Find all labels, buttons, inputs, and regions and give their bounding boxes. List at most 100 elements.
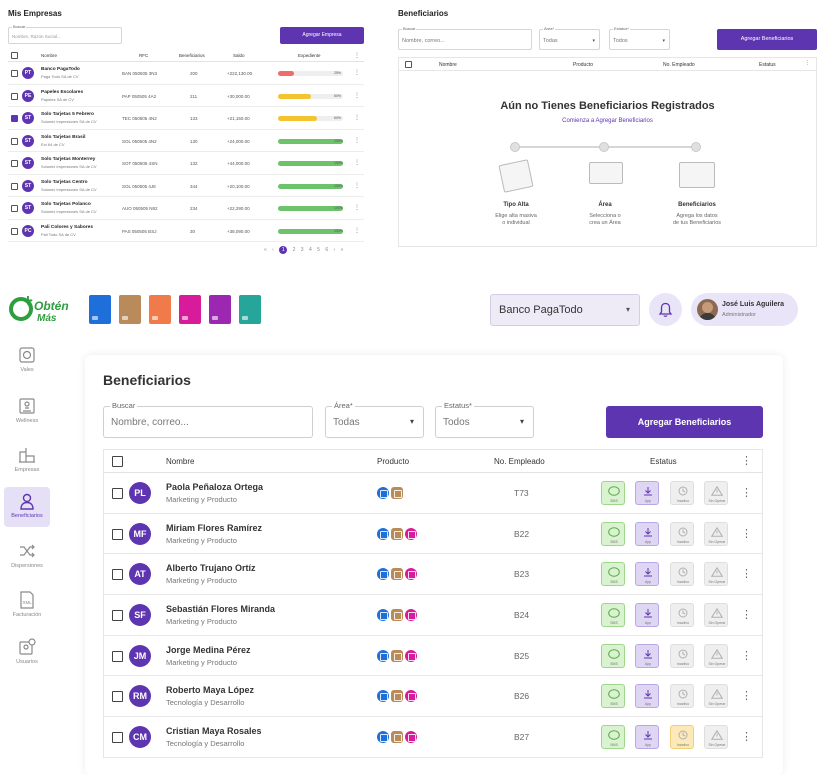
sms-status-icon[interactable]: SMS: [601, 562, 625, 587]
row-menu-icon[interactable]: ⋮: [741, 568, 752, 581]
sidebar-item-usuarios[interactable]: Usuarios: [4, 633, 50, 673]
more-icon[interactable]: ⋮: [805, 60, 810, 66]
row-menu-icon[interactable]: ⋮: [741, 527, 752, 540]
inactivo-status-icon[interactable]: Inactivo: [670, 562, 694, 587]
benef-mini-estatus-select[interactable]: Estatus* Todos ▾: [609, 26, 670, 50]
last-page-icon[interactable]: »: [340, 247, 344, 253]
inactivo-status-icon[interactable]: Inactivo: [670, 684, 694, 709]
app-status-icon[interactable]: App: [635, 725, 659, 750]
card-magenta-icon[interactable]: [405, 609, 417, 622]
bank-select[interactable]: Banco PagaTodo ▾: [490, 294, 640, 326]
inactivo-status-icon[interactable]: Inactivo: [670, 481, 694, 505]
select-all-checkbox[interactable]: [112, 456, 123, 467]
card-gold-icon[interactable]: [391, 649, 403, 662]
card-gold-icon[interactable]: [391, 527, 403, 540]
row-menu-icon[interactable]: ⋮: [741, 609, 752, 622]
card-purple-icon[interactable]: [209, 295, 231, 324]
sms-status-icon[interactable]: SMS: [601, 725, 625, 750]
benef-mini-search-input[interactable]: Buscar Nombre, correo...: [398, 26, 532, 50]
card-magenta-icon[interactable]: [405, 568, 417, 581]
benef-mini-select-all[interactable]: [405, 61, 412, 68]
card-gold-icon[interactable]: [391, 690, 403, 703]
app-status-icon[interactable]: App: [635, 684, 659, 709]
row-menu-icon[interactable]: ⋮: [354, 115, 360, 121]
sidebar-item-beneficiarios[interactable]: Beneficiarios: [4, 487, 50, 527]
row-checkbox[interactable]: [112, 569, 123, 581]
column-options-icon[interactable]: ⋮: [741, 455, 752, 467]
table-row[interactable]: RM Roberto Maya López Tecnología y Desarro…: [104, 676, 762, 718]
page-2[interactable]: 2: [292, 247, 296, 253]
row-menu-icon[interactable]: ⋮: [354, 182, 360, 189]
card-blue-icon[interactable]: [377, 487, 389, 499]
table-row[interactable]: PL Paola Peñaloza Ortega Marketing y Produ…: [104, 473, 762, 514]
row-menu-icon[interactable]: ⋮: [741, 731, 752, 744]
sidebar-item-wellness[interactable]: Wellness: [4, 392, 50, 432]
obten-mas-logo[interactable]: + Obtén Más: [9, 291, 69, 325]
row-checkbox[interactable]: [112, 488, 123, 499]
notifications-button[interactable]: [649, 293, 682, 326]
table-row[interactable]: JM Jorge Medina Pérez Marketing y Producto…: [104, 636, 762, 677]
estatus-select[interactable]: Estatus* Todos ▾: [435, 401, 534, 438]
page-6[interactable]: 6: [325, 247, 329, 253]
table-row[interactable]: ST Solo Tarjetas 5 Febrero Solumix Impresi…: [8, 107, 364, 130]
table-row[interactable]: AT Alberto Trujano Ortíz Marketing y Produ…: [104, 554, 762, 596]
sidebar-item-dispersiones[interactable]: Dispersiones: [4, 537, 50, 577]
card-magenta-icon[interactable]: [179, 295, 201, 324]
page-1[interactable]: 1: [279, 246, 288, 254]
next-page-icon[interactable]: ›: [333, 247, 336, 253]
row-checkbox[interactable]: [11, 92, 18, 100]
sidebar-item-facturacion[interactable]: XML Facturación: [4, 586, 50, 626]
sin-operar-status-icon[interactable]: Sin Operar: [704, 562, 728, 587]
inactivo-status-icon[interactable]: Inactivo: [670, 725, 694, 750]
sin-operar-status-icon[interactable]: Sin Operar: [704, 481, 728, 505]
more-icon[interactable]: ⋮: [354, 53, 360, 59]
card-gold-icon[interactable]: [391, 568, 403, 581]
sidebar-item-empresas[interactable]: Empresas: [4, 441, 50, 481]
sin-operar-status-icon[interactable]: Sin Operar: [704, 684, 728, 709]
card-teal-icon[interactable]: [239, 295, 261, 324]
table-row[interactable]: CM Cristian Maya Rosales Tecnología y Desa…: [104, 717, 762, 758]
card-gold-icon[interactable]: [391, 609, 403, 622]
row-checkbox[interactable]: [112, 691, 123, 703]
empty-state-link[interactable]: Comienza a Agregar Beneficiarios: [562, 118, 653, 124]
card-gold-icon[interactable]: [391, 731, 403, 744]
row-menu-icon[interactable]: ⋮: [741, 487, 752, 499]
sin-operar-status-icon[interactable]: Sin Operar: [704, 725, 728, 750]
card-blue-icon[interactable]: [377, 568, 389, 581]
card-blue-icon[interactable]: [377, 690, 389, 703]
card-blue-icon[interactable]: [89, 295, 111, 324]
prev-page-icon[interactable]: ‹: [272, 247, 274, 253]
row-menu-icon[interactable]: ⋮: [354, 137, 360, 144]
card-magenta-icon[interactable]: [405, 649, 417, 662]
table-row[interactable]: ST Solo Tarjetas Monterrey Solumix Impresi…: [8, 152, 364, 175]
add-empresa-button[interactable]: Agregar Empresa: [280, 27, 364, 44]
row-menu-icon[interactable]: ⋮: [354, 205, 360, 211]
app-status-icon[interactable]: App: [635, 643, 659, 668]
first-page-icon[interactable]: «: [264, 247, 267, 253]
app-status-icon[interactable]: App: [635, 603, 659, 628]
inactivo-status-icon[interactable]: Inactivo: [670, 643, 694, 668]
empresas-search-input[interactable]: Buscar Nombre, Razón Social...: [8, 24, 122, 44]
sms-status-icon[interactable]: SMS: [601, 684, 625, 709]
inactivo-status-icon[interactable]: Inactivo: [670, 603, 694, 628]
table-row[interactable]: MF Miriam Flores Ramírez Marketing y Produ…: [104, 514, 762, 555]
card-blue-icon[interactable]: [377, 527, 389, 540]
sin-operar-status-icon[interactable]: Sin Operar: [704, 521, 728, 546]
row-checkbox[interactable]: [112, 610, 123, 622]
card-magenta-icon[interactable]: [405, 527, 417, 540]
card-gold-icon[interactable]: [391, 487, 403, 499]
row-checkbox[interactable]: [11, 137, 18, 145]
table-row[interactable]: ST Solo Tarjetas Polanco Solumix Impresion…: [8, 197, 364, 220]
sin-operar-status-icon[interactable]: Sin Operar: [704, 643, 728, 668]
table-row[interactable]: PE Papeles Escolares Papeles SA de CV PAP 0…: [8, 85, 364, 107]
row-checkbox[interactable]: [112, 528, 123, 540]
table-row[interactable]: ST Solo Tarjetas Centro Solumix Impresione…: [8, 175, 364, 197]
row-checkbox[interactable]: [11, 115, 18, 122]
sms-status-icon[interactable]: SMS: [601, 643, 625, 668]
select-all-checkbox[interactable]: [11, 52, 18, 59]
app-status-icon[interactable]: App: [635, 481, 659, 505]
card-gold-icon[interactable]: [119, 295, 141, 324]
row-menu-icon[interactable]: ⋮: [741, 690, 752, 703]
table-row[interactable]: ST Solo Tarjetas Brasil Ext 64 de CV SOL 05…: [8, 130, 364, 152]
page-5[interactable]: 5: [317, 247, 320, 253]
